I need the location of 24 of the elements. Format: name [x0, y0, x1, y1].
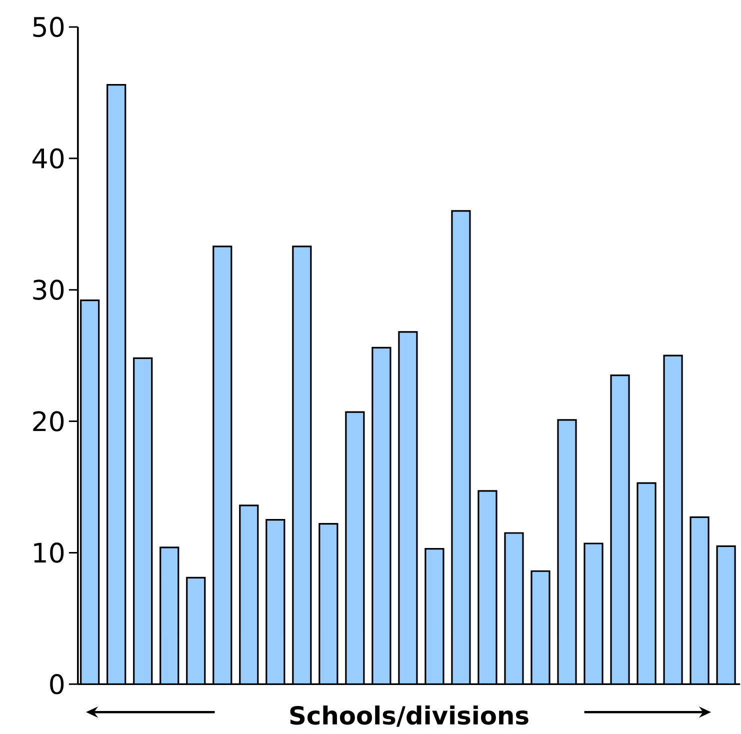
bar — [186, 576, 206, 684]
bar — [292, 246, 312, 684]
bar — [106, 84, 126, 684]
bar — [80, 300, 100, 684]
bar — [345, 411, 365, 684]
bar — [690, 516, 710, 684]
y-tick-label: 0 — [50, 674, 64, 694]
bar — [716, 545, 736, 684]
bar — [266, 519, 286, 684]
bar — [318, 522, 338, 684]
bar — [160, 546, 180, 684]
y-tick-label: 50 — [33, 16, 64, 38]
bar — [398, 331, 418, 684]
bar — [424, 548, 444, 684]
bar — [239, 504, 259, 684]
y-tick-label: 20 — [33, 411, 64, 432]
bar — [663, 354, 683, 684]
y-tick-label: 40 — [32, 148, 64, 168]
bar — [212, 246, 232, 684]
bar — [133, 357, 153, 684]
y-tick-label: 30 — [33, 280, 64, 300]
x-axis-title: Schools/divisions — [290, 705, 528, 727]
bar — [372, 346, 392, 684]
y-tick-label: 10 — [34, 542, 64, 563]
